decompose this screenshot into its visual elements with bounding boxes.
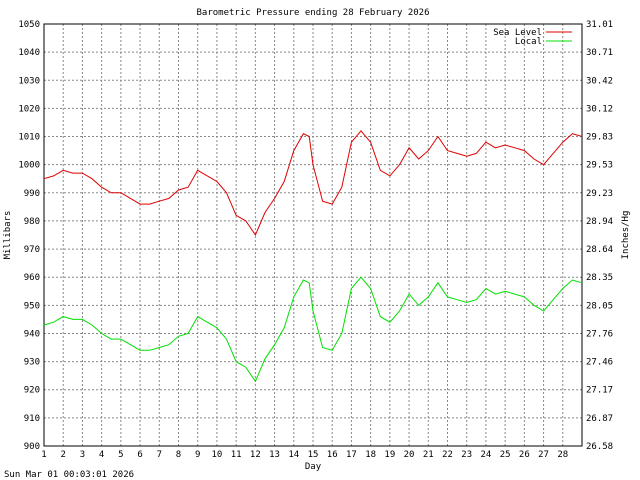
series-line-sea-level — [43, 130, 583, 237]
legend-label: Sea Level — [493, 28, 542, 38]
y-tick-label-left: 980 — [24, 217, 40, 227]
y-tick-label-right: 29.53 — [586, 161, 613, 171]
y-tick-label-left: 1030 — [18, 76, 40, 86]
y-tick-label-right: 26.87 — [586, 414, 613, 424]
y-tick-label-left: 930 — [24, 358, 40, 368]
y-tick-label-right: 30.42 — [586, 76, 613, 86]
y-tick-label-right: 29.83 — [586, 133, 613, 143]
x-tick-label: 14 — [288, 450, 299, 460]
y-tick-label-left: 960 — [24, 273, 40, 283]
x-tick-label: 17 — [346, 450, 357, 460]
x-tick-label: 8 — [176, 450, 181, 460]
x-tick-label: 22 — [442, 450, 453, 460]
x-tick-label: 13 — [269, 450, 280, 460]
y-tick-label-left: 1010 — [18, 133, 40, 143]
series-line-local — [43, 276, 583, 383]
y-tick-label-right: 31.01 — [586, 20, 613, 30]
y-tick-label-right: 27.17 — [586, 386, 613, 396]
y-tick-label-right: 27.46 — [586, 358, 613, 368]
x-tick-label: 27 — [538, 450, 549, 460]
x-tick-label: 28 — [557, 450, 568, 460]
x-tick-label: 1 — [41, 450, 46, 460]
grid — [44, 24, 582, 446]
x-tick-label: 7 — [157, 450, 162, 460]
plot-frame — [43, 23, 583, 447]
y-tick-label-left: 1040 — [18, 48, 40, 58]
timestamp-footer: Sun Mar 01 00:03:01 2026 — [4, 470, 134, 480]
x-tick-label: 11 — [231, 450, 242, 460]
y-tick-label-right: 28.05 — [586, 301, 613, 311]
axis-ticks: 1 2 3 4 5 6 7 8 9 10 11 12 13 14 15 16 17 18 19 20 21 22 23 24 2… — [18, 20, 613, 460]
x-tick-label: 16 — [327, 450, 338, 460]
x-tick-label: 23 — [461, 450, 472, 460]
y-tick-label-left: 920 — [24, 386, 40, 396]
y-axis-label-right: Inches/Hg — [621, 211, 631, 260]
y-tick-label-right: 28.35 — [586, 273, 613, 283]
y-tick-label-right: 26.58 — [586, 442, 613, 452]
y-tick-label-right: 28.64 — [586, 245, 613, 255]
x-tick-label: 21 — [423, 450, 434, 460]
x-tick-label: 12 — [250, 450, 261, 460]
y-tick-label-left: 1020 — [18, 104, 40, 114]
x-tick-label: 5 — [118, 450, 123, 460]
x-tick-label: 4 — [99, 450, 104, 460]
y-tick-label-left: 950 — [24, 301, 40, 311]
x-tick-label: 9 — [195, 450, 200, 460]
y-tick-label-right: 27.76 — [586, 329, 613, 339]
x-tick-label: 26 — [519, 450, 530, 460]
y-tick-label-right: 30.12 — [586, 104, 613, 114]
x-tick-label: 2 — [61, 450, 66, 460]
x-tick-label: 24 — [481, 450, 492, 460]
y-tick-label-left: 970 — [24, 245, 40, 255]
y-tick-label-right: 30.71 — [586, 48, 613, 58]
x-tick-label: 3 — [80, 450, 85, 460]
x-tick-label: 19 — [384, 450, 395, 460]
x-tick-label: 6 — [137, 450, 142, 460]
x-tick-label: 18 — [365, 450, 376, 460]
series-lines — [43, 130, 583, 383]
y-tick-label-left: 900 — [24, 442, 40, 452]
chart-title: Barometric Pressure ending 28 February 2… — [197, 8, 430, 18]
y-tick-label-left: 940 — [24, 329, 40, 339]
x-tick-label: 20 — [404, 450, 415, 460]
y-tick-label-left: 990 — [24, 189, 40, 199]
y-axis-label-left: Millibars — [3, 211, 13, 260]
x-tick-label: 10 — [212, 450, 223, 460]
legend-label: Local — [515, 37, 542, 47]
x-tick-label: 25 — [500, 450, 511, 460]
x-axis-label: Day — [305, 462, 322, 472]
y-tick-label-left: 910 — [24, 414, 40, 424]
y-tick-label-left: 1000 — [18, 161, 40, 171]
y-tick-label-left: 1050 — [18, 20, 40, 30]
x-tick-label: 15 — [308, 450, 319, 460]
y-tick-label-right: 29.23 — [586, 189, 613, 199]
y-tick-label-right: 28.94 — [586, 217, 613, 227]
